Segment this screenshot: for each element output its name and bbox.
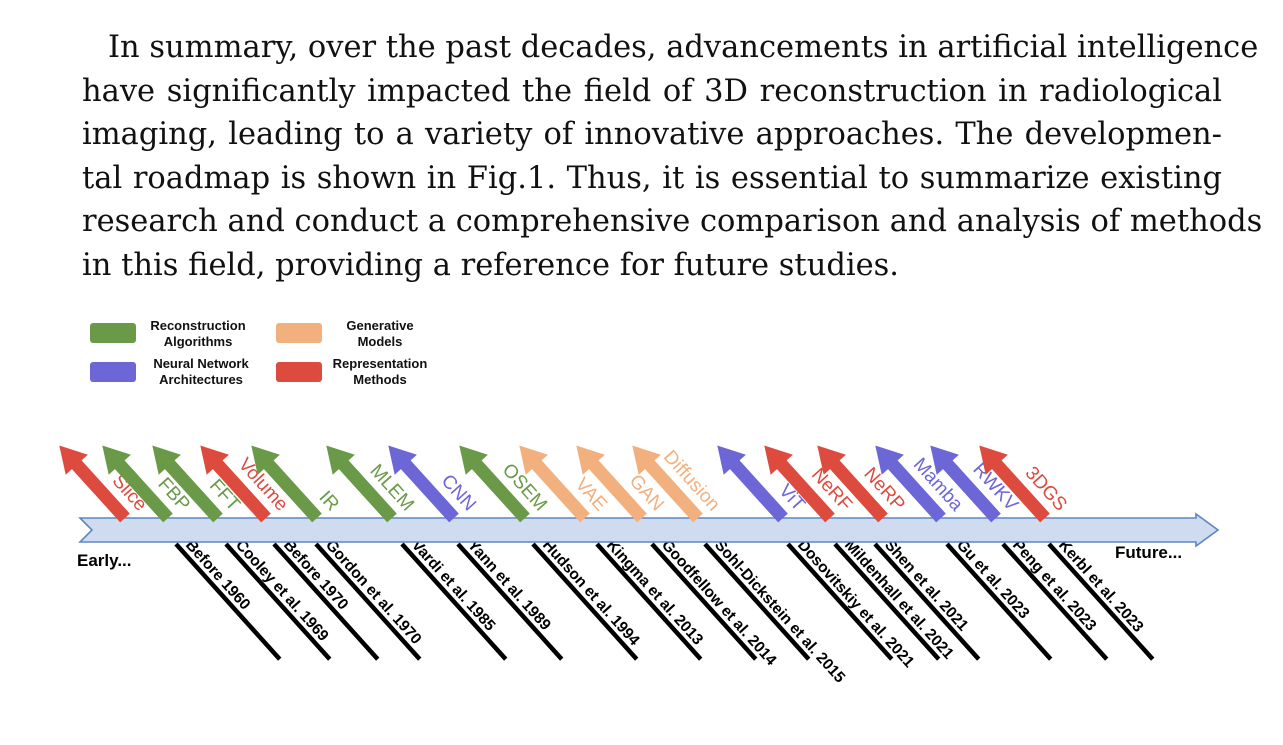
reference-line bbox=[224, 542, 332, 661]
timeline: Early... Future... bbox=[77, 512, 1220, 570]
reference-line bbox=[786, 542, 894, 661]
milestone-arrow bbox=[632, 445, 703, 523]
paragraph-line: have significantly impacted the field of… bbox=[82, 73, 1222, 109]
timeline-arrow bbox=[78, 512, 1220, 548]
reference-entry: Before 1960 bbox=[174, 537, 282, 661]
milestone-arrow bbox=[326, 445, 397, 523]
reference-line bbox=[174, 542, 282, 661]
summary-paragraph: In summary, over the past decades, advan… bbox=[82, 26, 1263, 287]
milestone-arrow bbox=[875, 445, 946, 523]
legend-swatch bbox=[90, 362, 136, 382]
reference-line bbox=[400, 542, 508, 661]
paragraph-line: In summary, over the past decades, advan… bbox=[108, 30, 1259, 65]
reference-line bbox=[272, 542, 380, 661]
milestone-arrow bbox=[717, 445, 788, 523]
reference-line bbox=[873, 542, 981, 661]
milestone-arrow bbox=[764, 445, 835, 523]
timeline-end-label: Future... bbox=[1115, 543, 1182, 562]
reference-line bbox=[945, 542, 1053, 661]
milestone-arrow bbox=[152, 445, 223, 523]
milestone-arrow bbox=[102, 445, 173, 523]
milestone-arrow bbox=[388, 445, 459, 523]
paragraph-line: tal roadmap is shown in Fig.1. Thus, it … bbox=[82, 160, 1222, 196]
reference-line bbox=[314, 542, 422, 661]
legend-label: Neural Network bbox=[153, 356, 249, 371]
reference-line bbox=[650, 542, 758, 661]
milestone-arrow bbox=[59, 445, 130, 523]
reference-entry: Kingma et al. 2013 bbox=[595, 537, 706, 661]
reference-line bbox=[833, 542, 941, 661]
milestone-arrow bbox=[251, 445, 322, 523]
milestone-arrow bbox=[930, 445, 1001, 523]
legend-swatch bbox=[276, 323, 322, 343]
milestone-arrow bbox=[817, 445, 888, 523]
legend-label: Algorithms bbox=[164, 334, 233, 349]
legend-label: Models bbox=[358, 334, 403, 349]
legend-label: Reconstruction bbox=[150, 318, 245, 333]
legend-label: Representation bbox=[333, 356, 428, 371]
milestone-arrow bbox=[576, 445, 647, 523]
reference-line bbox=[595, 542, 703, 661]
milestone-arrow bbox=[459, 445, 530, 523]
reference-line bbox=[1001, 542, 1109, 661]
legend-swatch bbox=[276, 362, 322, 382]
reference-line bbox=[531, 542, 639, 661]
legend-label: Architectures bbox=[159, 372, 243, 387]
legend-label: Generative bbox=[346, 318, 413, 333]
timeline-start-label: Early... bbox=[77, 551, 132, 570]
reference-line bbox=[703, 542, 811, 661]
paragraph-line: research and conduct a comprehensive com… bbox=[82, 204, 1263, 239]
milestone-arrow bbox=[200, 445, 271, 523]
paragraph-line: in this field, providing a reference for… bbox=[82, 247, 900, 283]
reference-line bbox=[456, 542, 564, 661]
milestone-arrow bbox=[979, 445, 1050, 523]
paragraph-line: imaging, leading to a variety of innovat… bbox=[82, 117, 1222, 152]
legend-swatch bbox=[90, 323, 136, 343]
reference-line bbox=[1047, 542, 1155, 661]
milestone-arrow bbox=[519, 445, 590, 523]
legend-label: Methods bbox=[353, 372, 406, 387]
